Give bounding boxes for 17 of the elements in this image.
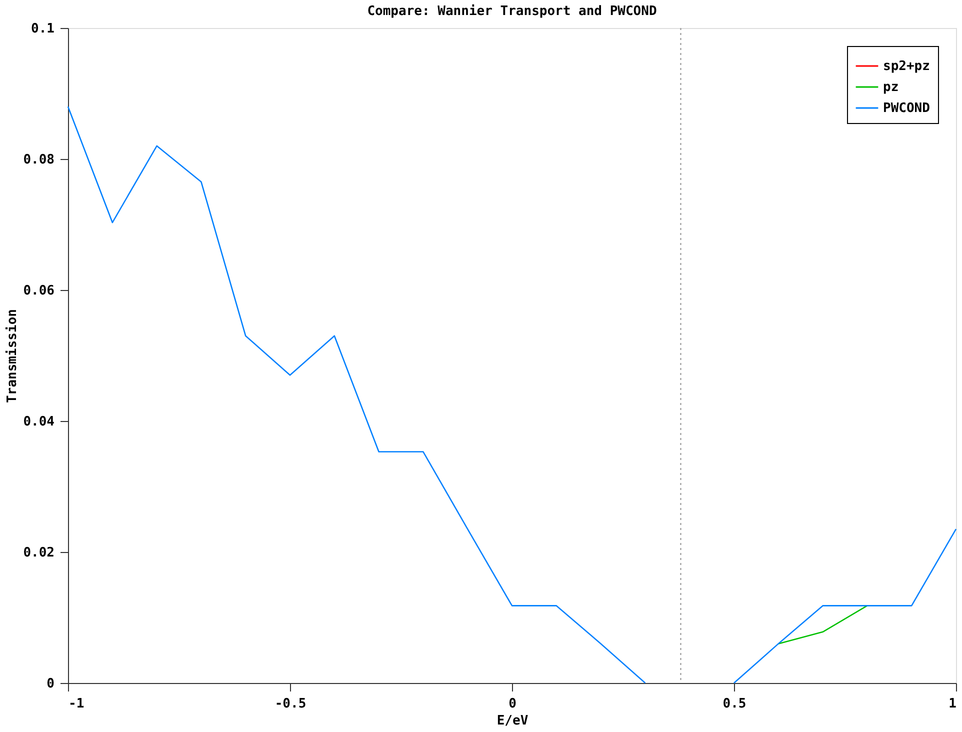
x-tick-label: 0 [508, 696, 517, 712]
y-tick-label: 0.1 [31, 22, 55, 36]
chart-title: Compare: Wannier Transport and PWCOND [367, 4, 657, 19]
x-tick-label: -1 [68, 696, 84, 712]
y-tick-label: 0 [46, 676, 55, 692]
legend-label: PWCOND [883, 101, 930, 116]
x-axis-title: E/eV [496, 714, 528, 728]
y-tick-label: 0.06 [23, 284, 55, 298]
legend-label: sp2+pz [883, 59, 930, 74]
x-tick-label: 0.5 [722, 696, 746, 712]
y-tick-label: 0.04 [23, 414, 55, 430]
y-tick-label: 0.08 [23, 152, 55, 168]
legend-label: pz [883, 80, 899, 95]
y-axis-title: Transmission [5, 309, 20, 403]
x-tick-label: 1 [948, 696, 957, 712]
y-tick-label: 0.02 [23, 546, 54, 560]
x-tick-label: -0.5 [274, 696, 306, 712]
